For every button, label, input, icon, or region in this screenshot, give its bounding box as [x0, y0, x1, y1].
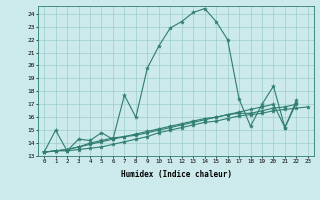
X-axis label: Humidex (Indice chaleur): Humidex (Indice chaleur) [121, 170, 231, 179]
